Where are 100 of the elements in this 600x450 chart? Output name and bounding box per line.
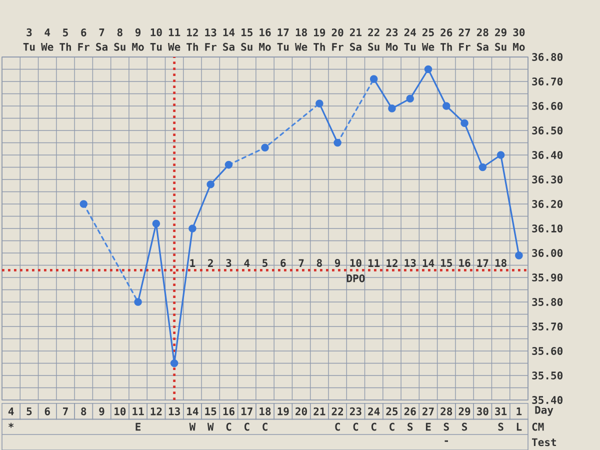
annotation: 11	[368, 259, 380, 267]
x-tick-label: 30	[476, 407, 488, 416]
x2-tick-label: 18 We	[294, 28, 308, 51]
x2-tick-label: 22 Su	[368, 28, 380, 51]
annotation: 14	[422, 259, 434, 267]
y-tick-label: 35.90	[532, 274, 563, 282]
y-tick-label: 35.60	[532, 347, 563, 355]
point	[496, 151, 505, 159]
x-tick-label: 8	[81, 407, 86, 416]
y-tick-label: 36.50	[532, 126, 563, 134]
y-tick-label: 35.70	[532, 322, 563, 330]
x-axis-title: Day	[535, 406, 554, 416]
y-tick-label: 35.40	[532, 396, 563, 404]
y-tick-label: 36.10	[532, 224, 563, 232]
annotation: 13	[404, 259, 416, 267]
x2-tick-label: 8 Su	[114, 28, 126, 51]
x-tick-label: 18	[260, 407, 271, 416]
y-tick-label: 36.40	[532, 151, 563, 159]
x-tick-label: 9	[99, 407, 104, 416]
text: C	[371, 422, 376, 431]
point	[388, 104, 396, 112]
x2-tick-label: 28 Sa	[476, 28, 488, 51]
x-tick-label: 20	[296, 407, 307, 416]
x-tick-label: 24	[368, 407, 380, 416]
text: C	[244, 422, 250, 431]
text: C	[262, 422, 268, 431]
y-tick-label: 36.70	[532, 78, 563, 86]
x2-tick-label: 20 Fr	[332, 28, 344, 51]
annotation: 1	[190, 259, 196, 267]
annotation: 7	[298, 259, 304, 267]
x-tick-label: 6	[44, 407, 50, 416]
annotation: 4	[244, 259, 250, 267]
x2-tick-label: 10 Tu	[150, 28, 162, 51]
text: S	[444, 422, 449, 431]
annotation: 10	[350, 259, 362, 267]
x-tick-label: 10	[114, 407, 126, 416]
annotation: DPO	[346, 274, 365, 282]
annotation: 5	[262, 259, 268, 267]
text: L	[516, 422, 522, 431]
point	[80, 200, 88, 208]
x-tick-label: 14	[187, 408, 198, 416]
x2-tick-label: 30 Mo	[513, 28, 525, 51]
x2-tick-label: 23 Mo	[386, 28, 398, 51]
x-tick-label: 27	[422, 407, 434, 416]
text: S	[498, 422, 504, 431]
x2-tick-label: 26 Th	[440, 28, 452, 51]
annotation: 16	[459, 259, 470, 267]
text: E	[426, 422, 431, 431]
y-tick-label: 36.80	[532, 53, 563, 61]
point	[370, 75, 378, 83]
x-tick-label: 5	[26, 407, 32, 416]
x-tick-label: 13	[168, 407, 180, 416]
x2-tick-label: 19 Th	[314, 28, 326, 51]
annotation: 12	[386, 259, 398, 267]
annotation: 3	[226, 259, 232, 267]
x2-tick-label: 27 Fr	[458, 28, 470, 51]
x2-tick-label: 7 Sa	[96, 28, 108, 51]
text: E	[136, 422, 141, 431]
annotation: 9	[334, 259, 340, 267]
text: *	[8, 422, 14, 428]
x2-tick-label: 29 Su	[495, 28, 506, 51]
text: S	[408, 422, 413, 431]
x-tick-label: 15	[205, 407, 216, 416]
x-tick-label: 11	[132, 408, 144, 416]
y-tick-label: 36.00	[532, 249, 563, 257]
text: S	[462, 422, 468, 431]
x2-tick-label: 14 Sa	[223, 28, 235, 51]
point	[442, 102, 450, 110]
text: C	[353, 422, 358, 431]
x-tick-label: 31	[495, 407, 507, 416]
y-tick-label: 35.50	[532, 372, 563, 380]
y-tick-label: 36.20	[532, 200, 563, 208]
point	[406, 94, 414, 103]
y-tick-label: 35.80	[532, 298, 563, 306]
point	[170, 359, 178, 368]
point	[424, 65, 432, 74]
x-tick-label: 1	[516, 408, 522, 416]
category-label: CM	[532, 422, 544, 431]
x-tick-label: 16	[223, 407, 234, 416]
annotation: 2	[208, 259, 213, 267]
point	[460, 119, 468, 128]
x2-tick-label: 21 Sa	[350, 28, 362, 51]
y-tick-label: 36.60	[532, 102, 563, 110]
text: C	[335, 422, 340, 431]
x-tick-label: 17	[242, 408, 252, 416]
x2-tick-label: 25 We	[422, 28, 434, 51]
x2-tick-label: 5 Th	[60, 28, 71, 51]
annotation: 8	[316, 259, 322, 267]
x-tick-label: 7	[63, 408, 68, 416]
x-tick-label: 28	[440, 407, 452, 416]
point	[261, 144, 269, 152]
point	[515, 252, 523, 260]
text: C	[226, 422, 232, 431]
x-tick-label: 12	[150, 407, 162, 416]
x-tick-label: 19	[278, 407, 289, 416]
point	[152, 220, 160, 228]
x-tick-label: 23	[350, 407, 362, 416]
text: -	[444, 440, 448, 442]
x-tick-label: 26	[404, 407, 416, 416]
point	[206, 180, 214, 188]
